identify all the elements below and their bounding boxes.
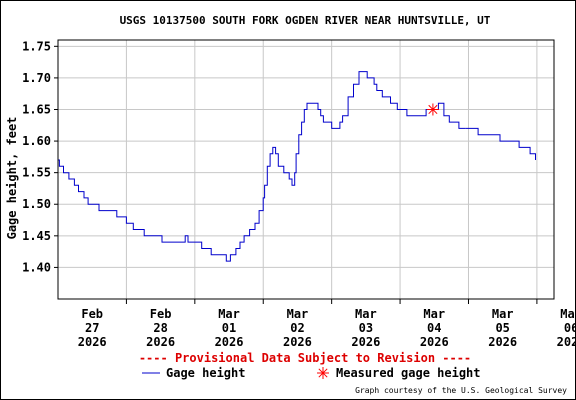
- x-tick-label-line: 27: [85, 321, 99, 335]
- x-tick-label-line: 04: [427, 321, 441, 335]
- y-axis-label: Gage height, feet: [5, 117, 19, 240]
- x-tick-label-line: 2026: [557, 335, 576, 349]
- x-tick-label-line: 2026: [283, 335, 312, 349]
- x-tick-label-line: 2026: [78, 335, 107, 349]
- x-tick-label-line: Feb: [81, 307, 103, 321]
- y-tick-label: 1.70: [22, 71, 51, 85]
- x-tick-label-line: 05: [495, 321, 509, 335]
- x-tick-label-line: Mar: [560, 307, 576, 321]
- x-tick-label-line: 2026: [351, 335, 380, 349]
- legend-gage-height-label: Gage height: [166, 366, 245, 380]
- x-tick-label-line: Mar: [492, 307, 514, 321]
- x-tick-label-line: Mar: [355, 307, 377, 321]
- x-tick-label-line: 2026: [215, 335, 244, 349]
- x-tick-label-line: Mar: [218, 307, 240, 321]
- chart-title: USGS 10137500 SOUTH FORK OGDEN RIVER NEA…: [120, 14, 491, 27]
- y-tick-label: 1.60: [22, 134, 51, 148]
- x-tick-label-line: 03: [359, 321, 373, 335]
- provisional-note: ---- Provisional Data Subject to Revisio…: [139, 351, 471, 365]
- x-tick-label-line: 2026: [420, 335, 449, 349]
- y-tick-label: 1.40: [22, 260, 51, 274]
- x-tick-label-line: 2026: [146, 335, 175, 349]
- gridlines: [58, 40, 554, 299]
- plot-area-border: [57, 39, 555, 300]
- x-axis: Feb272026Feb282026Mar012026Mar022026Mar0…: [78, 299, 576, 349]
- x-tick-label-line: 01: [222, 321, 236, 335]
- x-tick-label-line: 02: [290, 321, 304, 335]
- y-tick-label: 1.75: [22, 39, 51, 53]
- y-tick-label: 1.50: [22, 197, 51, 211]
- x-tick-label-line: 28: [153, 321, 167, 335]
- x-tick-label: Mar062026: [557, 307, 576, 349]
- y-tick-label: 1.55: [22, 166, 51, 180]
- measured-gage-height-point: [426, 103, 439, 116]
- legend: Gage height Measured gage height: [142, 366, 481, 380]
- usgs-credit: Graph courtesy of the U.S. Geological Su…: [355, 386, 567, 395]
- x-tick-label-line: Feb: [150, 307, 172, 321]
- gage-height-line: [58, 71, 466, 262]
- y-axis: 1.40 1.45 1.50 1.55 1.60 1.65 1.70 1.75: [22, 39, 58, 274]
- series-layer: [58, 71, 536, 262]
- x-tick-label-line: 2026: [488, 335, 517, 349]
- y-tick-label: 1.45: [22, 229, 51, 243]
- x-tick-label-line: Mar: [423, 307, 445, 321]
- legend-measured-label: Measured gage height: [336, 366, 481, 380]
- y-tick-label: 1.65: [22, 102, 51, 116]
- x-tick-label-line: 06: [564, 321, 576, 335]
- x-tick-label-line: Mar: [287, 307, 309, 321]
- gage-height-line: [465, 127, 536, 160]
- legend-measured-swatch: [317, 367, 329, 379]
